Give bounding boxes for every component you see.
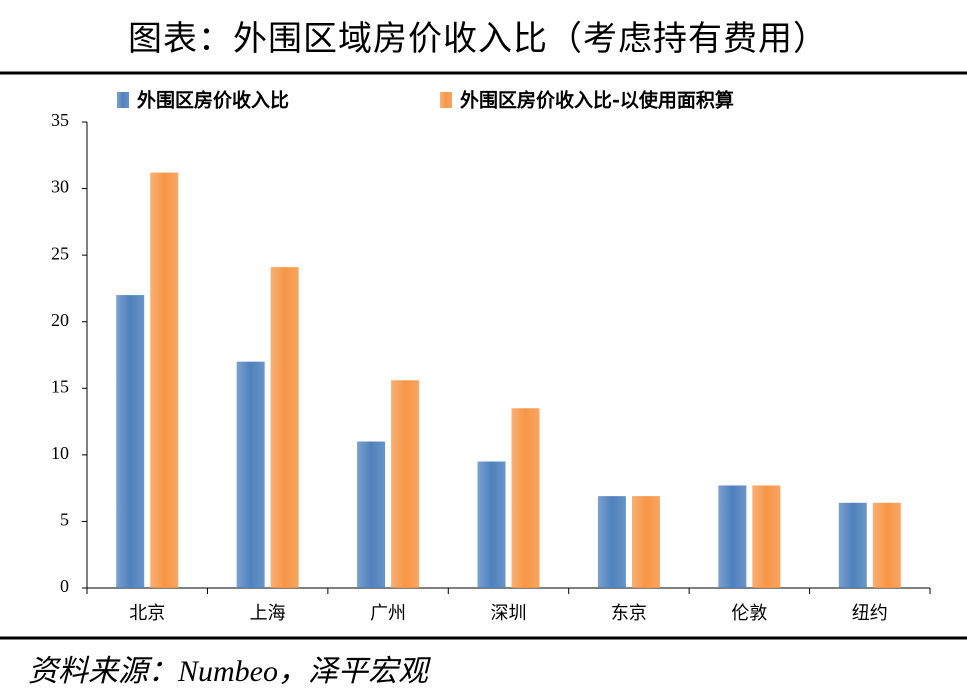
y-tick-label: 10 — [51, 443, 69, 463]
bar — [357, 441, 386, 588]
bar — [718, 485, 747, 588]
bar — [838, 502, 867, 588]
x-tick-label: 深圳 — [491, 603, 527, 623]
bar — [391, 380, 420, 588]
bar — [477, 461, 506, 588]
bar — [116, 295, 145, 588]
chart-title: 图表：外围区域房价收入比（考虑持有费用） — [128, 20, 828, 58]
bar — [150, 172, 179, 588]
y-tick-label: 0 — [60, 576, 69, 596]
bar — [752, 485, 781, 588]
x-tick-label: 广州 — [370, 603, 406, 623]
bar — [270, 267, 299, 588]
bar — [597, 496, 626, 588]
legend-swatch — [440, 92, 452, 108]
bar — [236, 361, 265, 588]
bar — [511, 408, 540, 588]
legend-swatch — [117, 92, 129, 108]
x-tick-label: 东京 — [611, 603, 647, 623]
y-tick-label: 35 — [51, 110, 69, 130]
y-tick-label: 15 — [51, 376, 69, 396]
x-tick-label: 上海 — [250, 603, 286, 623]
y-tick-label: 20 — [51, 310, 69, 330]
bar — [631, 496, 660, 588]
y-tick-label: 25 — [51, 243, 69, 263]
legend-label: 外围区房价收入比-以使用面积算 — [460, 89, 734, 112]
x-tick-label: 纽约 — [852, 603, 888, 623]
y-tick-label: 30 — [51, 177, 69, 197]
legend-label: 外围区房价收入比 — [137, 89, 289, 112]
y-tick-label: 5 — [60, 510, 69, 530]
x-tick-label: 北京 — [129, 603, 165, 623]
bar — [872, 502, 901, 588]
source-note: 资料来源：Numbeo，泽平宏观 — [28, 655, 431, 688]
x-tick-label: 伦敦 — [731, 603, 767, 623]
